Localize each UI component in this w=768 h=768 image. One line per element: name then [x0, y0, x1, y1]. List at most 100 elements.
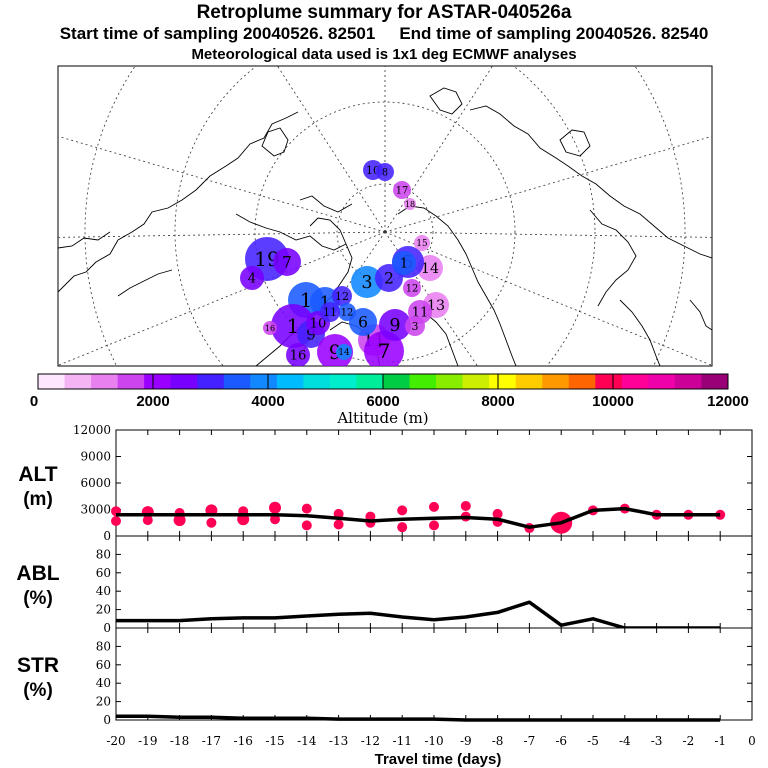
- y-tick-label: 40: [96, 584, 111, 598]
- plume-marker: [332, 286, 352, 306]
- x-tick-label: -19: [138, 734, 157, 748]
- scatter-point: [460, 500, 471, 511]
- x-tick-label: 0: [748, 734, 756, 748]
- meridian: [384, 231, 712, 238]
- y-tick-label: 0: [103, 713, 111, 727]
- x-tick-label: -2: [683, 734, 695, 748]
- colorbar-swatch: [250, 374, 278, 389]
- plume-marker: [263, 321, 277, 335]
- colorbar-swatch: [91, 374, 118, 389]
- x-tick-label: -3: [651, 734, 663, 748]
- plume-marker-label: 17: [396, 185, 409, 196]
- series-line: [116, 714, 721, 722]
- colorbar-swatch: [144, 374, 171, 389]
- latitude-circle: [254, 101, 516, 363]
- x-tick-label: -1: [714, 734, 726, 748]
- met-data-label: Meteorological data used is 1x1 deg ECMW…: [191, 46, 577, 63]
- colorbar-swatch: [223, 374, 251, 389]
- y-tick-label: 20: [96, 603, 111, 617]
- colorbar-swatch: [701, 374, 729, 389]
- scatter-point: [206, 517, 217, 528]
- y-axis-title: (m): [23, 489, 53, 510]
- y-tick-label: 20: [96, 695, 111, 709]
- x-tick-label: -15: [265, 734, 284, 748]
- colorbar-swatch: [383, 374, 410, 389]
- time-series-panels: 030006000900012000ALT(m)020406080ABL(%)0…: [16, 423, 755, 768]
- scatter-point: [429, 520, 439, 531]
- x-tick-label: -8: [492, 734, 504, 748]
- meridian: [58, 231, 386, 366]
- scatter-point: [397, 505, 408, 516]
- colorbar-swatch: [542, 374, 570, 389]
- plume-marker: [351, 266, 383, 298]
- colorbar-swatch: [489, 374, 516, 389]
- colorbar-swatch: [409, 374, 437, 389]
- plume-marker-label: 14: [421, 261, 439, 277]
- plume-marker-label: 9: [389, 316, 400, 336]
- colorbar: 0 2000 4000 6000 8000 10000 12000 Altitude (m): [30, 373, 749, 427]
- plume-marker: [414, 235, 430, 251]
- scatter-point: [492, 508, 503, 519]
- colorbar-swatch: [436, 374, 463, 389]
- y-axis-title: ALT: [18, 463, 57, 486]
- plume-marker-label: 12: [406, 283, 419, 294]
- plume-marker: [404, 198, 416, 210]
- plume-marker-label: 18: [405, 200, 415, 209]
- y-axis-title: ABL: [16, 562, 59, 585]
- series-line: [116, 506, 721, 529]
- y-tick-label: 60: [96, 658, 111, 672]
- latitude-circle: [84, 66, 686, 366]
- colorbar-swatch: [117, 374, 145, 389]
- colorbar-swatch: [568, 374, 596, 389]
- plume-marker-label: 10: [310, 317, 327, 332]
- colorbar-swatch: [595, 374, 623, 389]
- x-tick-label: -10: [424, 734, 443, 748]
- x-tick-label: -9: [460, 734, 472, 748]
- plume-marker: [338, 303, 356, 321]
- chart-title: Retroplume summary for ASTAR-040526a: [196, 2, 572, 23]
- colorbar-tick-label: 6000: [366, 393, 399, 410]
- plume-marker: [376, 163, 394, 181]
- colorbar-tick-label: 10000: [592, 393, 634, 410]
- plume-marker-label: 15: [416, 239, 427, 249]
- colorbar-swatch: [648, 374, 676, 389]
- colorbar-swatch: [197, 374, 225, 389]
- plume-marker-label: 1: [300, 289, 313, 312]
- colorbar-swatch: [64, 374, 92, 389]
- plume-marker-label: 2: [384, 269, 394, 287]
- scatter-point: [429, 501, 439, 512]
- plume-marker: [240, 266, 264, 290]
- colorbar-swatch: [170, 374, 198, 389]
- y-axis-title: STR: [17, 654, 59, 677]
- panel-str: 0 20 40 60 80 STR (%): [17, 627, 753, 727]
- meridian: [277, 66, 386, 233]
- x-tick-label: -5: [587, 734, 599, 748]
- plume-marker: [320, 302, 340, 322]
- x-tick-label: -17: [202, 734, 221, 748]
- plume-marker: [379, 309, 411, 341]
- y-tick-label: 12000: [73, 423, 111, 437]
- sampling-times: Start time of sampling 20040526. 82501 En…: [0, 24, 768, 44]
- panel-frame: [115, 535, 753, 629]
- scatter-point: [142, 515, 153, 526]
- colorbar-tick-label: 0: [30, 393, 38, 410]
- map-panel: 1974111219109161167314131112291015171885…: [57, 65, 713, 367]
- plume-marker-label: 3: [412, 320, 419, 333]
- scatter-point: [397, 522, 408, 533]
- scatter-point: [301, 503, 312, 514]
- plume-marker: [405, 316, 425, 336]
- y-tick-label: 9000: [80, 450, 111, 464]
- plume-marker: [392, 251, 416, 275]
- colorbar-swatch: [276, 374, 304, 389]
- end-time-label: End time of sampling 20040526. 82540: [399, 24, 709, 43]
- plume-marker-label: 8: [382, 167, 388, 178]
- x-tick-label: -11: [393, 734, 412, 748]
- colorbar-tick-label: 2000: [136, 393, 169, 410]
- plume-marker-label: 16: [265, 324, 275, 333]
- plume-marker-label: 1: [320, 293, 331, 312]
- y-axis-title: (%): [23, 680, 53, 701]
- colorbar-swatch: [621, 374, 649, 389]
- colorbar-swatch: [674, 374, 702, 389]
- latitude-circle: [174, 66, 596, 366]
- x-axis-title: Travel time (days): [375, 751, 502, 768]
